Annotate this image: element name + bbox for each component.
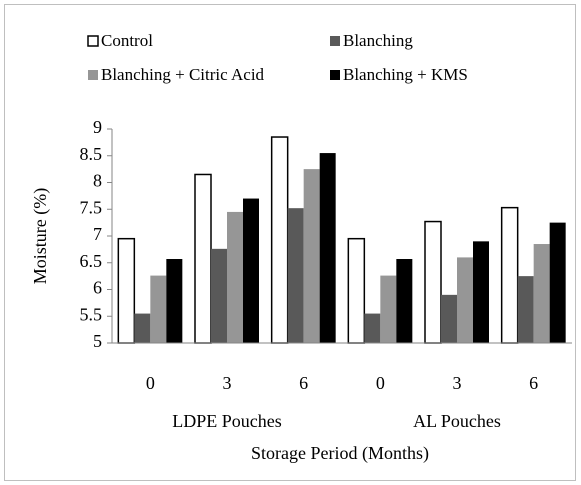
bar <box>117 237 136 344</box>
bar <box>347 237 366 344</box>
legend-label: Blanching <box>343 31 413 50</box>
bar <box>380 275 397 343</box>
bar <box>211 248 227 343</box>
bar <box>303 169 320 343</box>
y-tick-label: 7.5 <box>80 197 103 217</box>
x-tick-label: 3 <box>453 373 462 393</box>
legend-label: Blanching + Citric Acid <box>101 65 265 84</box>
bar <box>319 153 336 343</box>
x-tick-label: 6 <box>529 373 538 393</box>
y-tick-label: 8 <box>93 171 102 191</box>
bar <box>166 259 183 343</box>
x-axis-label: Storage Period (Months) <box>251 443 429 464</box>
bar <box>243 198 259 343</box>
x-group-label: LDPE Pouches <box>172 411 282 431</box>
bar <box>517 276 534 343</box>
y-tick-label: 7 <box>93 224 102 244</box>
bar <box>396 259 413 343</box>
bar <box>549 222 566 343</box>
legend-swatch <box>330 36 340 46</box>
bar <box>227 211 243 343</box>
bar <box>270 136 289 344</box>
y-tick-label: 8.5 <box>80 144 103 164</box>
x-tick-label: 3 <box>223 373 232 393</box>
y-tick-label: 5.5 <box>80 304 103 324</box>
bar <box>364 313 381 343</box>
y-tick-label: 5 <box>93 331 102 351</box>
legend-swatch <box>88 70 98 80</box>
x-tick-label: 0 <box>146 373 155 393</box>
x-tick-label: 6 <box>299 373 308 393</box>
bar <box>424 220 442 344</box>
bar <box>473 241 489 343</box>
bar <box>533 244 550 343</box>
bar <box>134 313 151 343</box>
bar <box>287 208 304 343</box>
legend-swatch <box>330 70 340 80</box>
legend-label: Control <box>101 31 153 50</box>
bar <box>441 294 457 343</box>
legend-swatch <box>87 35 99 47</box>
bar <box>194 173 212 344</box>
bar <box>150 275 167 343</box>
y-tick-label: 6 <box>93 278 102 298</box>
bar <box>457 257 473 343</box>
y-tick-label: 9 <box>93 117 102 137</box>
bar <box>500 206 519 344</box>
y-tick-label: 6.5 <box>80 251 103 271</box>
legend-label: Blanching + KMS <box>343 65 468 84</box>
x-tick-label: 0 <box>376 373 385 393</box>
y-axis-label: Moisture (%) <box>30 188 51 284</box>
x-group-label: AL Pouches <box>413 411 501 431</box>
